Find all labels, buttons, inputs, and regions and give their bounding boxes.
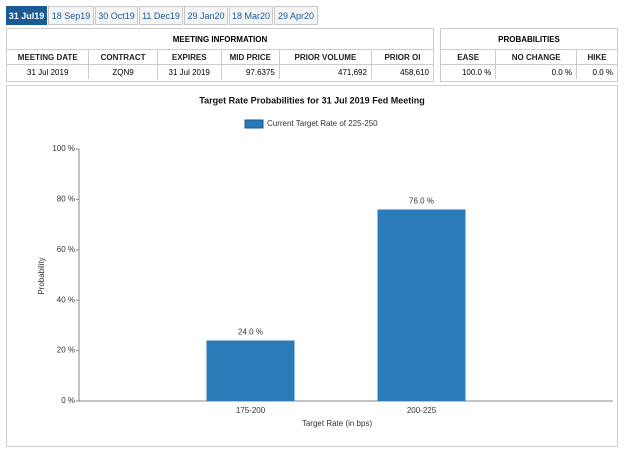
column-header: PRIOR VOLUME [278, 49, 372, 65]
y-tick-label: 0 % [61, 396, 75, 405]
cell: 31 Jul 2019 [7, 64, 89, 79]
cell: 31 Jul 2019 [156, 64, 222, 79]
column-header: EXPIRES [156, 49, 222, 65]
y-axis-label: Probability [37, 257, 46, 294]
column-header: NO CHANGE [495, 49, 577, 65]
legend-swatch [244, 119, 264, 129]
chart-panel: Target Rate Probabilities for 31 Jul 201… [6, 85, 618, 447]
column-header: CONTRACT [88, 49, 158, 65]
cell: 471,692 [278, 64, 372, 79]
chart: Target Rate Probabilities for 31 Jul 201… [37, 95, 613, 428]
cell: 100.0 % [441, 64, 496, 79]
cell: 0.0 % [576, 64, 617, 79]
x-tick-label: 200-225 [407, 406, 437, 415]
bar [377, 209, 466, 401]
bar [206, 340, 295, 401]
cell: 97.6375 [220, 64, 280, 79]
tab[interactable]: 30 Oct19 [95, 6, 138, 25]
column-header: MEETING DATE [7, 49, 89, 65]
data-label: 24.0 % [238, 328, 263, 337]
x-tick-label: 175-200 [236, 406, 266, 415]
column-header: MID PRICE [220, 49, 280, 65]
table-title: PROBABILITIES [498, 34, 560, 44]
tab[interactable]: 29 Apr20 [274, 6, 318, 25]
chart-title: Target Rate Probabilities for 31 Jul 201… [199, 95, 424, 105]
tab[interactable]: 31 Jul19 [6, 6, 47, 25]
table-title: MEETING INFORMATION [172, 34, 268, 44]
cell: 0.0 % [495, 64, 577, 79]
y-tick-label: 80 % [57, 195, 75, 204]
y-tick-label: 100 % [52, 144, 75, 153]
y-tick-label: 60 % [57, 245, 75, 254]
y-tick-label: 20 % [57, 346, 75, 355]
legend-label: Current Target Rate of 225-250 [267, 119, 378, 128]
probabilities-table: PROBABILITIES EASE NO CHANGE HIKE 100.0 % 0.… [440, 28, 618, 82]
column-header: HIKE [576, 49, 617, 65]
tab[interactable]: 11 Dec19 [139, 6, 183, 25]
data-label: 76.0 % [409, 197, 434, 206]
cell: ZQN9 [88, 64, 158, 79]
column-header: PRIOR OI [370, 49, 433, 65]
tab[interactable]: 18 Mar20 [229, 6, 273, 25]
column-header: EASE [441, 49, 496, 65]
y-tick-label: 40 % [57, 295, 75, 304]
meeting-info-table: MEETING INFORMATION MEETING DATE CONTRACT… [6, 28, 434, 82]
cell: 458,610 [370, 64, 433, 79]
x-axis-label: Target Rate (in bps) [302, 419, 373, 428]
tab[interactable]: 18 Sep19 [48, 6, 94, 25]
tab[interactable]: 29 Jan20 [184, 6, 228, 25]
